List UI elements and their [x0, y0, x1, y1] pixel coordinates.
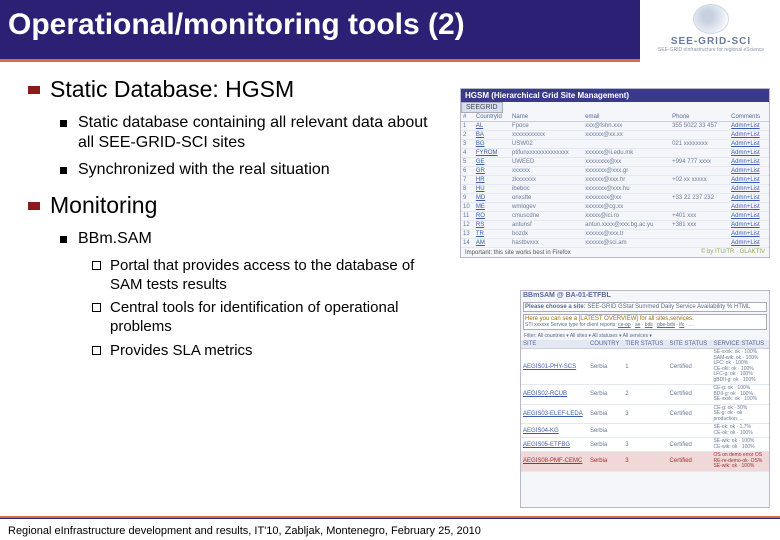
subbullet: Portal that provides access to the datab… [92, 256, 448, 294]
table-row: 9MDonxsttexxxxxxxx@xx+33 22 237 232Admn+… [461, 194, 769, 203]
fig2-table: SITECOUNTRYTIER STATUSSITE STATUSSERVICE… [521, 340, 769, 472]
figure-hgsm: HGSM (Hierarchical Grid Site Management)… [460, 88, 770, 258]
bullet: BBm.SAM [60, 229, 448, 249]
footer: Regional eInfrastructure development and… [0, 516, 780, 540]
fig1-title: HGSM (Hierarchical Grid Site Management) [461, 89, 769, 102]
table-row: AEGIS03-ELEF-LEDASerbia3CertifiedCE-g: o… [521, 404, 769, 424]
footer-text: Regional eInfrastructure development and… [8, 525, 481, 537]
fig1-table: #CountryIdNameemailPhoneComments 1ALFpoc… [461, 113, 769, 248]
subbullet: Central tools for identification of oper… [92, 298, 448, 336]
table-row: AEGIS04-KGSerbiaSE-ok: ok · 1.7%CE-ok: o… [521, 424, 769, 438]
fig2-overview: Here you can see a [LATEST OVERVIEW] for… [523, 314, 767, 330]
table-row: AEGIS08-PMF-CEMCSerbia3CertifiedOS on de… [521, 452, 769, 472]
logo-name: SEE-GRID-SCI [646, 36, 776, 47]
table-row: 2BAxxxxxxxxxxxxxxxxx@xx.xxAdmn+List [461, 131, 769, 140]
content: Static Database: HGSM Static database co… [28, 76, 448, 364]
fig2-filters: Filter: All countries ▾ All sites ▾ All … [521, 332, 769, 340]
table-row: AEGIS02-RCUBSerbia2CertifiedCE-g: ok · 1… [521, 385, 769, 405]
table-row: 4FYROMptifunxxxxxxxxxxxxxxxxxxxx@ii.edu.… [461, 149, 769, 158]
figure-bbmsam: BBmSAM @ BA-01-ETFBL Please choose a sit… [520, 290, 770, 508]
heading-hgsm: Static Database: HGSM [28, 76, 448, 103]
fig2-title: BBmSAM @ BA-01-ETFBL [521, 291, 769, 300]
table-row: AEGIS05-ETFBGSerbia3CertifiedSE-wik: ok … [521, 438, 769, 452]
table-row: 8HUibebocxxxxxxx@xxx.huAdmn+List [461, 185, 769, 194]
logo-sub: SEE-GRID eInfrastructure for regional eS… [646, 47, 776, 53]
slide-title: Operational/monitoring tools (2) [8, 8, 465, 42]
table-row: 13TRbozdxxxxxxx@xxx.trAdmn+List [461, 230, 769, 239]
table-row: 6GRxxxxxxxxxxxxx@xxx.grAdmn+List [461, 167, 769, 176]
fig2-sitesel-val: SEE-GRID GStat Summed Daily Service Avai… [587, 304, 750, 310]
bullet: Synchronized with the real situation [60, 160, 448, 180]
table-row: AEGIS01-PHY-SCSSerbia1CertifiedSE-xxxk: … [521, 349, 769, 385]
subbullet: Provides SLA metrics [92, 341, 448, 360]
fig1-tab: SEEGRID [461, 102, 503, 113]
title-bar: Operational/monitoring tools (2) SEE-GRI… [0, 0, 780, 62]
bullet: Static database containing all relevant … [60, 113, 448, 154]
table-row: 12RSantunsfantun.xxxx@xxx.bg.ac.yu+381 x… [461, 221, 769, 230]
table-row: 3BGUSW02021 xxxxxxxxAdmn+List [461, 140, 769, 149]
heading-monitoring: Monitoring [28, 192, 448, 219]
fig1-credit: © by ITU/TR · GLAKTIV [701, 249, 765, 255]
fig2-sitesel: Please choose a site: SEE-GRID GStat Sum… [523, 302, 767, 312]
logo-swirl-icon [693, 4, 729, 34]
logo: SEE-GRID-SCI SEE-GRID eInfrastructure fo… [646, 2, 776, 66]
table-row: 7HRzkxxxxxxxxxxxx@xxx.hr+02 xx xxxxxAdmn… [461, 176, 769, 185]
table-row: 14AMhastbvxxxxxxxxx@sci.amAdmn+List [461, 239, 769, 248]
table-row: 1ALFpocexxx@fshn.xxx355 5022 33 457Admn+… [461, 122, 769, 131]
table-row: 5GEUWEEDxxxxxxxx@xx+994 777 xxxxAdmn+Lis… [461, 158, 769, 167]
table-row: 11ROcmuscdnexxxxx@ici.ro+401 xxxAdmn+Lis… [461, 212, 769, 221]
table-row: 10MEwmlogevxxxxxx@cg.xxAdmn+List [461, 203, 769, 212]
